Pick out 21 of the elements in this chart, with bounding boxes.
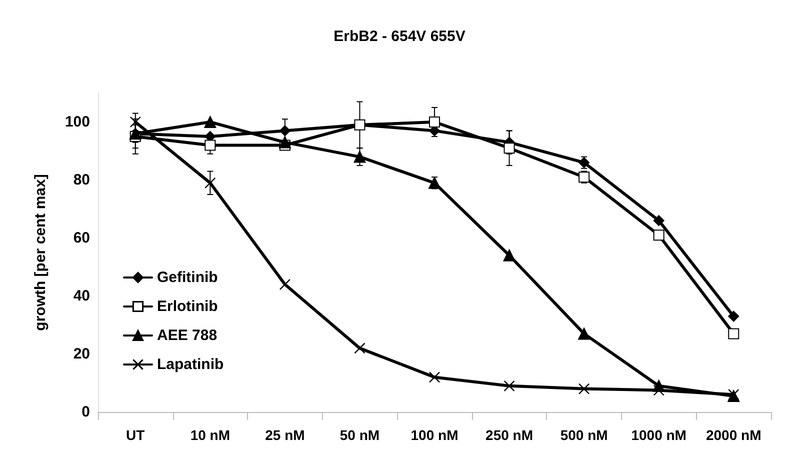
x-tick-label: 250 nM: [486, 427, 534, 443]
x-tick-label: 500 nM: [560, 427, 608, 443]
x-tick-label: 2000 nM: [706, 427, 762, 443]
y-tick-label: 100: [64, 114, 90, 130]
x-tick-label: 100 nM: [410, 427, 458, 443]
y-tick-label: 40: [73, 288, 90, 304]
x-tick-label: UT: [126, 427, 146, 443]
x-tick-label: 1000 nM: [631, 427, 686, 443]
legend-label: Gefitinib: [157, 269, 218, 286]
y-tick-label: 0: [82, 404, 90, 420]
x-tick-label: 25 nM: [265, 427, 305, 443]
y-tick-label: 80: [73, 172, 90, 188]
chart-title: ErbB2 - 654V 655V: [334, 28, 466, 45]
legend-label: Erlotinib: [157, 298, 218, 315]
legend-label: AEE 788: [157, 327, 218, 344]
y-tick-label: 60: [73, 230, 90, 246]
y-axis-title: growth [per cent max]: [32, 174, 49, 331]
legend-label: Lapatinib: [157, 356, 224, 373]
x-tick-label: 10 nM: [190, 427, 230, 443]
x-tick-label: 50 nM: [340, 427, 380, 443]
y-tick-label: 20: [73, 346, 90, 362]
